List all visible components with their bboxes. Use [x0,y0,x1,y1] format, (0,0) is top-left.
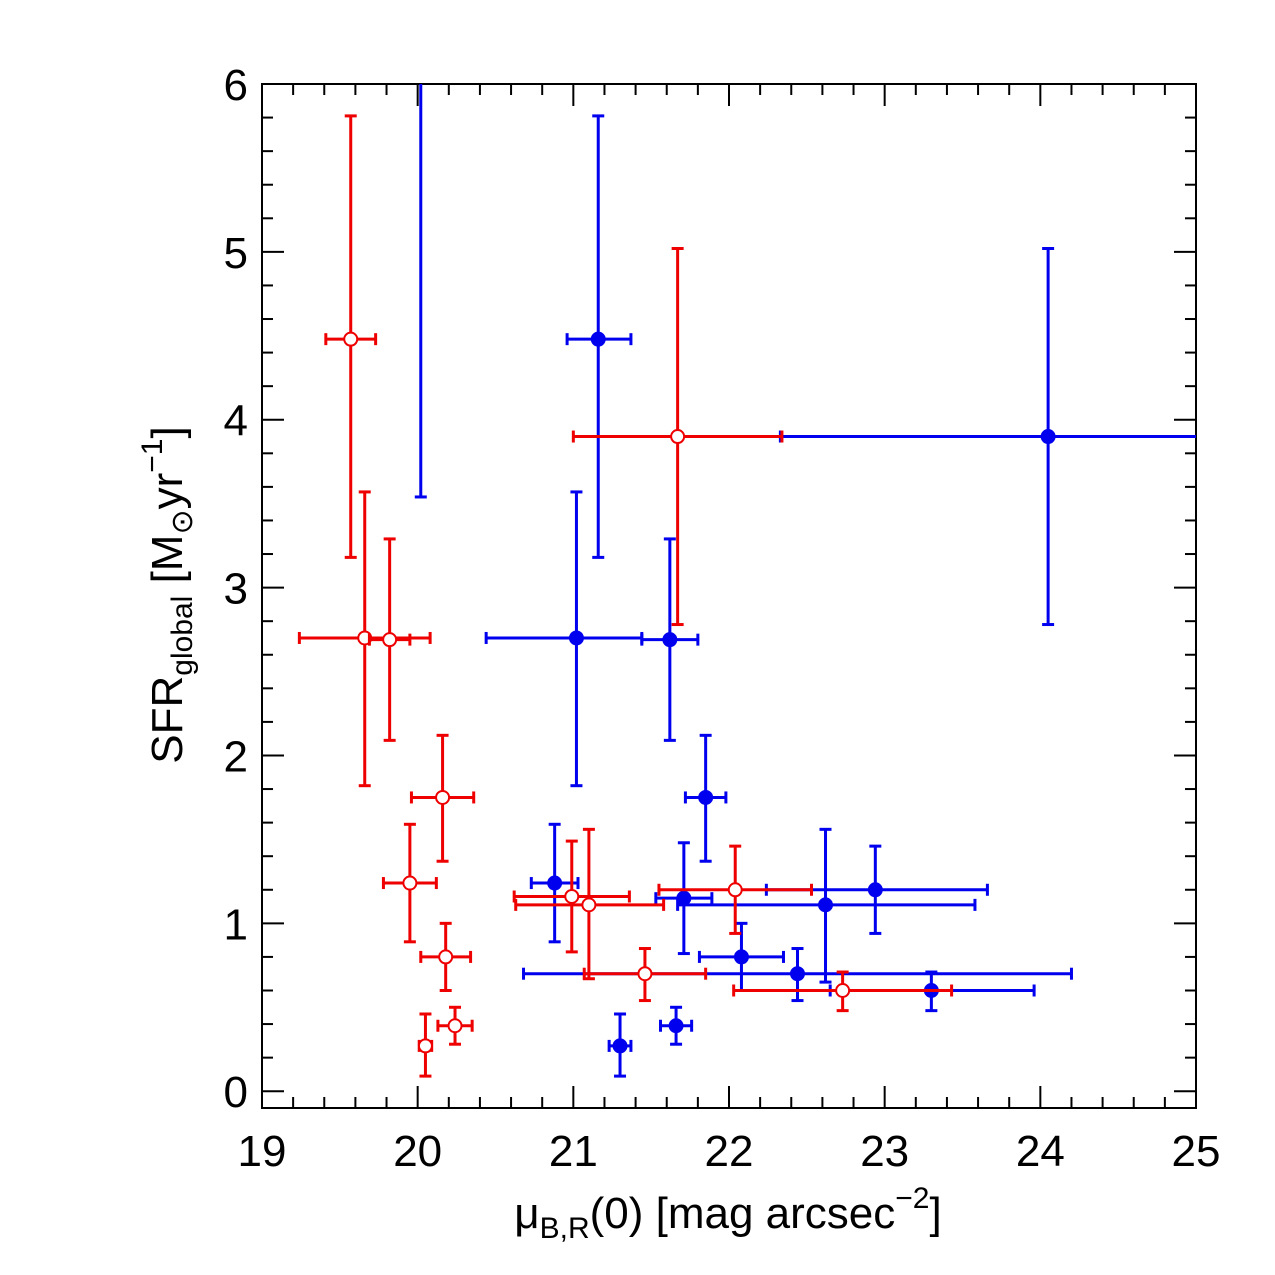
plot-area-border [261,83,1197,1109]
data-point [381,822,438,944]
data-point [419,921,473,992]
x-tick-label: 23 [860,1127,909,1176]
point-marker [637,966,653,982]
point-marker [568,630,584,646]
y-tick-label: 3 [224,565,248,614]
point-marker [438,949,454,965]
data-point [697,921,785,992]
x-tick-label: 19 [238,1127,287,1176]
y-tick-label: 0 [224,1068,248,1117]
point-marker [343,331,359,347]
data-point [565,114,633,559]
plot-frame [261,83,1197,1109]
data-point [640,537,700,742]
data-point [778,247,1196,627]
data-point [324,114,378,559]
point-marker [435,789,451,805]
data-point [654,841,714,956]
y-tick-label: 1 [224,900,248,949]
point-marker [662,632,678,648]
point-marker [867,882,883,898]
point-marker [547,875,563,891]
y-tick-label: 4 [224,397,248,446]
series-B [414,84,1196,1078]
point-marker [581,897,597,913]
y-axis-label: SFRglobal [M⊙yr−1] [136,426,199,763]
data-point [571,247,784,627]
series-R [297,114,954,1078]
data-point [732,970,954,1013]
data-point [409,733,476,863]
point-marker [668,1018,684,1034]
data-point [607,1012,633,1078]
point-marker [727,882,743,898]
data-point [683,733,728,863]
data-point [367,537,412,742]
data-point [417,1012,434,1078]
point-marker [590,331,606,347]
point-marker [1040,429,1056,445]
point-marker [733,949,749,965]
x-tick-label: 25 [1172,1127,1221,1176]
data-points [297,84,1196,1078]
x-tick-label: 20 [393,1127,442,1176]
x-tick-label: 22 [705,1127,754,1176]
data-point [436,1005,474,1046]
data-point [512,839,631,954]
point-marker [382,632,398,648]
data-point [529,822,580,944]
x-axis-label: μB,R(0) [mag arcsec−2] [514,1182,941,1245]
data-point [514,827,666,981]
data-point [657,844,814,935]
point-marker [417,1038,433,1054]
point-marker [402,875,418,891]
point-marker [612,1038,628,1054]
data-point [676,827,977,984]
axis-labels: μB,R(0) [mag arcsec−2] SFRglobal [M⊙yr−1… [136,426,942,1245]
x-tick-label: 21 [549,1127,598,1176]
point-marker [789,966,805,982]
point-marker [835,982,851,998]
data-point [582,947,708,1003]
y-tick-label: 5 [224,229,248,278]
data-point [297,490,432,788]
point-marker [818,897,834,913]
point-marker [564,888,580,904]
y-tick-label: 6 [224,61,248,110]
point-marker [670,429,686,445]
data-point [659,1005,694,1046]
point-marker [698,789,714,805]
x-tick-label: 24 [1016,1127,1065,1176]
point-marker [447,1018,463,1034]
data-point [484,490,644,788]
y-tick-label: 2 [224,732,248,781]
data-point [414,84,427,499]
